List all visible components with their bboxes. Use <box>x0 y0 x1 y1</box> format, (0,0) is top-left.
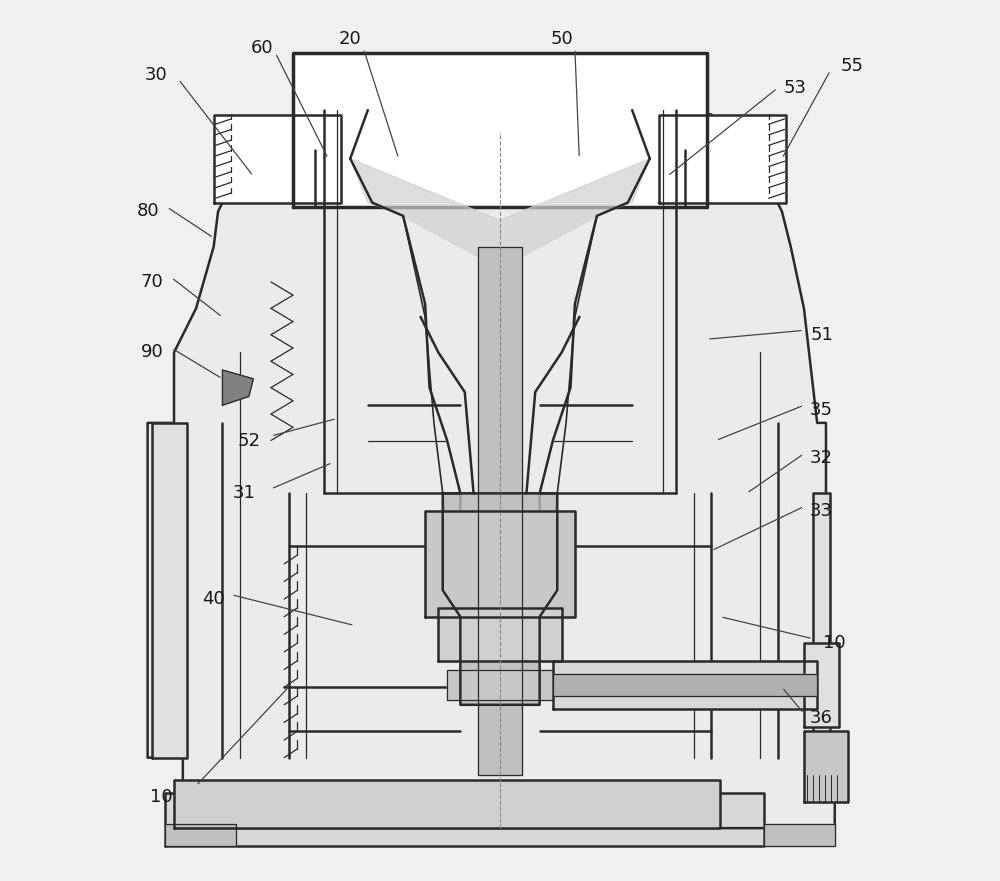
Polygon shape <box>553 674 817 696</box>
Polygon shape <box>214 115 341 203</box>
Polygon shape <box>804 731 848 802</box>
Text: 90: 90 <box>141 344 163 361</box>
Polygon shape <box>438 608 562 661</box>
Polygon shape <box>425 511 575 617</box>
Polygon shape <box>293 53 707 207</box>
Text: 52: 52 <box>237 432 260 449</box>
Polygon shape <box>447 670 553 700</box>
Text: 53: 53 <box>784 79 807 97</box>
Text: 30: 30 <box>145 66 168 84</box>
Polygon shape <box>148 79 835 828</box>
Polygon shape <box>222 370 253 405</box>
Text: 55: 55 <box>841 57 864 75</box>
Text: 51: 51 <box>810 326 833 344</box>
Polygon shape <box>152 423 187 758</box>
Polygon shape <box>478 247 522 775</box>
Polygon shape <box>165 824 236 846</box>
Text: 31: 31 <box>233 485 256 502</box>
Text: 20: 20 <box>339 30 362 48</box>
Polygon shape <box>764 824 835 846</box>
Text: 35: 35 <box>810 401 833 418</box>
Text: 10: 10 <box>150 788 172 806</box>
Text: 36: 36 <box>810 709 833 727</box>
Text: 33: 33 <box>810 502 833 520</box>
Text: 80: 80 <box>136 203 159 220</box>
Polygon shape <box>174 780 720 828</box>
Polygon shape <box>165 793 764 846</box>
Polygon shape <box>804 643 839 727</box>
Polygon shape <box>813 493 830 758</box>
Polygon shape <box>659 115 786 203</box>
Text: 60: 60 <box>251 40 273 57</box>
Polygon shape <box>443 493 557 705</box>
Text: 50: 50 <box>550 30 573 48</box>
Text: 10: 10 <box>823 634 846 652</box>
Text: 32: 32 <box>810 449 833 467</box>
Text: 40: 40 <box>202 590 225 608</box>
Text: 70: 70 <box>141 273 163 291</box>
Polygon shape <box>553 661 817 709</box>
Polygon shape <box>350 159 650 269</box>
